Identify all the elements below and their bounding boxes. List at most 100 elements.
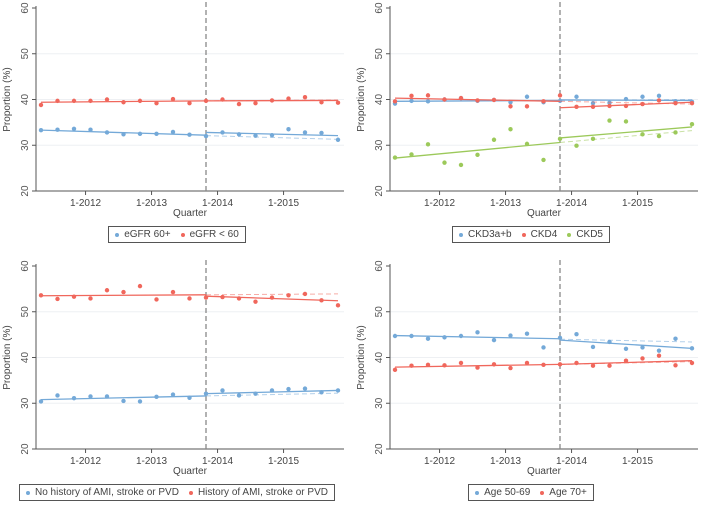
- y-tick-label: 30: [20, 397, 31, 409]
- legend-item: CKD4: [522, 229, 558, 240]
- data-point: [492, 362, 496, 366]
- legend-label: CKD4: [531, 229, 558, 240]
- data-point: [138, 132, 142, 136]
- data-point: [220, 130, 224, 134]
- data-point: [253, 391, 257, 395]
- legend-label: Age 50-69: [484, 487, 530, 498]
- data-point: [154, 101, 158, 105]
- data-point: [607, 118, 611, 122]
- x-axis-label: Quarter: [173, 208, 208, 219]
- data-point: [607, 364, 611, 368]
- legend-marker: [522, 233, 526, 237]
- legend-item: History of AMI, stroke or PVD: [189, 487, 328, 498]
- data-point: [39, 293, 43, 297]
- data-point: [154, 395, 158, 399]
- legend-marker: [540, 491, 544, 495]
- data-point: [204, 295, 208, 299]
- data-point: [525, 104, 529, 108]
- legend-item: eGFR < 60: [181, 229, 239, 240]
- data-point: [591, 137, 595, 141]
- data-point: [187, 396, 191, 400]
- x-tick-label: 1-2012: [424, 456, 456, 467]
- data-point: [409, 152, 413, 156]
- data-point: [442, 160, 446, 164]
- data-point: [237, 102, 241, 106]
- data-point: [558, 336, 562, 340]
- data-point: [72, 294, 76, 298]
- data-point: [121, 290, 125, 294]
- data-point: [204, 99, 208, 103]
- data-point: [690, 101, 694, 105]
- data-point: [72, 127, 76, 131]
- data-point: [303, 95, 307, 99]
- data-point: [657, 348, 661, 352]
- y-tick-label: 50: [374, 306, 385, 318]
- x-tick-label: 1-2012: [70, 456, 102, 467]
- data-point: [442, 335, 446, 339]
- data-point: [303, 130, 307, 134]
- data-point: [492, 98, 496, 102]
- data-point: [591, 105, 595, 109]
- data-point: [624, 347, 628, 351]
- y-tick-label: 40: [374, 94, 385, 106]
- data-point: [409, 94, 413, 98]
- data-point: [640, 345, 644, 349]
- y-tick-label: 20: [374, 185, 385, 197]
- data-point: [220, 295, 224, 299]
- data-point: [39, 399, 43, 403]
- x-tick-label: 1-2015: [622, 456, 654, 467]
- data-point: [624, 119, 628, 123]
- data-point: [171, 392, 175, 396]
- data-point: [673, 337, 677, 341]
- data-point: [253, 299, 257, 303]
- x-tick-label: 1-2012: [424, 198, 456, 209]
- data-point: [657, 98, 661, 102]
- legend-box: No history of AMI, stroke or PVD History …: [19, 484, 335, 501]
- y-axis-label: Proportion (%): [356, 325, 367, 389]
- fit-line-pre: [395, 336, 560, 339]
- data-point: [319, 100, 323, 104]
- data-point: [426, 363, 430, 367]
- data-point: [607, 340, 611, 344]
- data-point: [88, 127, 92, 131]
- legend-label: No history of AMI, stroke or PVD: [35, 487, 179, 498]
- legend-marker: [115, 233, 119, 237]
- data-point: [55, 393, 59, 397]
- legend: eGFR 60+ eGFR < 60: [0, 226, 354, 243]
- counterfactual-line: [206, 294, 338, 295]
- legend-label: History of AMI, stroke or PVD: [198, 487, 328, 498]
- data-point: [690, 122, 694, 126]
- data-point: [286, 387, 290, 391]
- data-point: [591, 345, 595, 349]
- data-point: [154, 297, 158, 301]
- data-point: [39, 128, 43, 132]
- data-point: [319, 298, 323, 302]
- data-point: [690, 346, 694, 350]
- x-tick-label: 1-2015: [622, 198, 654, 209]
- data-point: [55, 127, 59, 131]
- x-tick-label: 1-2012: [70, 198, 102, 209]
- legend-label: eGFR 60+: [124, 229, 170, 240]
- data-point: [459, 361, 463, 365]
- data-point: [657, 134, 661, 138]
- data-point: [541, 99, 545, 103]
- legend-item: No history of AMI, stroke or PVD: [26, 487, 179, 498]
- y-axis-label: Proportion (%): [2, 67, 13, 131]
- legend-item: eGFR 60+: [115, 229, 170, 240]
- data-point: [336, 303, 340, 307]
- legend-item: Age 50-69: [475, 487, 530, 498]
- legend: No history of AMI, stroke or PVD History …: [0, 484, 354, 501]
- y-tick-label: 30: [374, 139, 385, 151]
- y-tick-label: 20: [20, 185, 31, 197]
- data-point: [426, 99, 430, 103]
- data-point: [121, 132, 125, 136]
- data-point: [393, 99, 397, 103]
- data-point: [574, 105, 578, 109]
